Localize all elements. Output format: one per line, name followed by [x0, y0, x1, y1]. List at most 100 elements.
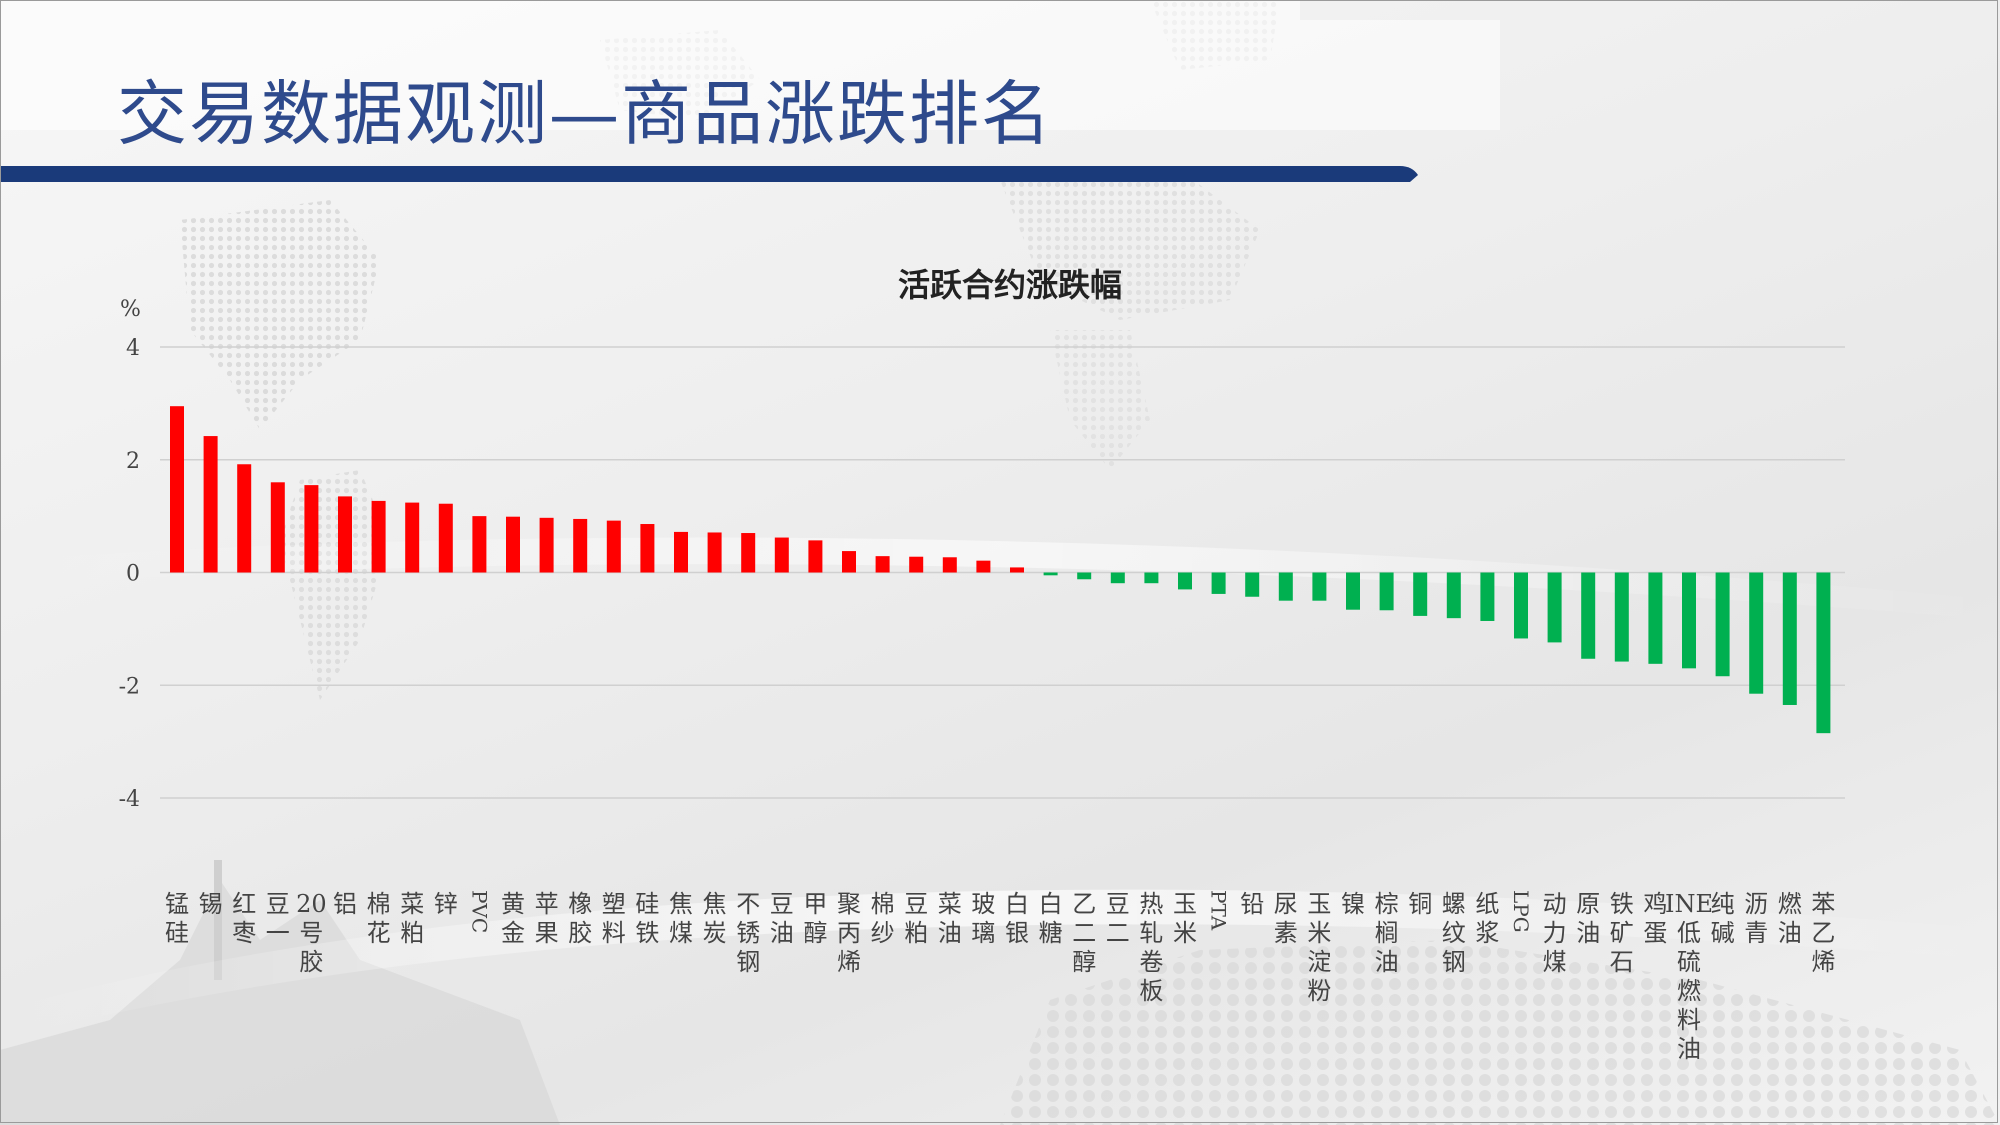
category-label-40: LPG — [1509, 890, 1533, 933]
bar-12 — [573, 518, 588, 573]
category-label-35: 镍 — [1341, 890, 1365, 918]
bar-27 — [1077, 572, 1092, 580]
category-label-6: 棉花 — [367, 890, 391, 947]
y-tick-label: -4 — [119, 787, 140, 812]
category-label-24: 玻璃 — [971, 890, 995, 947]
category-label-37: 铜 — [1408, 890, 1432, 918]
bar-17 — [741, 533, 756, 573]
category-label-10: 黄金 — [501, 890, 525, 947]
category-label-47: 沥青 — [1744, 890, 1768, 947]
bar-32 — [1245, 572, 1260, 597]
bar-29 — [1144, 572, 1159, 584]
category-label-13: 塑料 — [602, 890, 626, 947]
bar-44 — [1648, 572, 1663, 664]
bar-24 — [976, 560, 991, 573]
bar-39 — [1480, 572, 1495, 621]
bar-36 — [1379, 572, 1394, 611]
category-label-39: 纸浆 — [1475, 890, 1499, 947]
bar-2 — [237, 464, 252, 573]
bar-14 — [640, 524, 655, 573]
bar-9 — [472, 516, 487, 573]
category-label-30: 玉米 — [1173, 890, 1197, 947]
bar-35 — [1346, 572, 1360, 610]
bar-0 — [170, 406, 184, 573]
category-label-46: 纯碱 — [1711, 890, 1735, 947]
bar-48 — [1782, 572, 1797, 705]
bar-37 — [1413, 572, 1428, 616]
y-tick-label: 2 — [126, 449, 140, 474]
category-label-23: 菜油 — [938, 890, 962, 947]
category-label-44: 鸡蛋 — [1643, 890, 1667, 947]
category-label-17: 不锈钢 — [736, 890, 760, 976]
category-label-27: 乙二醇 — [1072, 890, 1096, 976]
bar-38 — [1446, 572, 1461, 619]
bar-21 — [875, 556, 890, 573]
bar-10 — [506, 516, 520, 573]
category-label-4: 20 号胶 — [296, 890, 327, 976]
category-label-18: 豆油 — [770, 890, 794, 947]
category-label-42: 原油 — [1576, 890, 1600, 947]
category-label-20: 聚丙烯 — [837, 890, 861, 976]
bar-42 — [1581, 572, 1596, 659]
category-label-48: 燃油 — [1778, 890, 1802, 947]
category-label-3: 豆一 — [266, 890, 290, 947]
bar-16 — [707, 532, 722, 573]
category-label-9: PVC — [467, 890, 491, 933]
category-label-49: 苯乙烯 — [1811, 890, 1835, 976]
category-label-34: 玉米淀粉 — [1307, 890, 1331, 1005]
category-label-45: INE 低硫燃料油 — [1665, 890, 1713, 1063]
bar-20 — [842, 551, 856, 573]
bar-28 — [1110, 572, 1125, 584]
category-label-31: PTA — [1207, 890, 1231, 931]
category-label-33: 尿素 — [1274, 890, 1298, 947]
y-tick-label: 0 — [126, 562, 140, 587]
category-label-36: 棕榈油 — [1375, 890, 1399, 976]
category-label-16: 焦炭 — [703, 890, 727, 947]
category-label-12: 橡胶 — [568, 890, 592, 947]
bar-5 — [338, 496, 352, 573]
category-label-5: 铝 — [333, 890, 357, 918]
category-label-14: 硅铁 — [635, 890, 659, 947]
category-label-32: 铅 — [1240, 890, 1264, 918]
bar-4 — [304, 485, 319, 573]
bar-18 — [774, 537, 789, 573]
bar-45 — [1682, 572, 1696, 669]
category-label-21: 棉纱 — [871, 890, 895, 947]
bar-1 — [203, 436, 218, 573]
bar-47 — [1749, 572, 1764, 694]
bar-25 — [1010, 567, 1024, 573]
category-label-38: 螺纹钢 — [1442, 890, 1466, 976]
bar-11 — [539, 517, 554, 573]
category-label-26: 白糖 — [1039, 890, 1063, 947]
bar-26 — [1043, 572, 1058, 576]
y-tick-label: -2 — [119, 674, 140, 699]
category-label-22: 豆粕 — [904, 890, 928, 947]
category-label-43: 铁矿石 — [1610, 890, 1634, 976]
bar-8 — [438, 503, 453, 573]
bar-3 — [270, 482, 285, 573]
y-tick-labels: 4 2 0 -2 -4 — [119, 336, 140, 812]
bar-46 — [1715, 572, 1730, 677]
category-label-15: 焦煤 — [669, 890, 693, 947]
bar-23 — [942, 557, 957, 573]
bars — [170, 406, 1831, 734]
bar-49 — [1816, 572, 1831, 734]
category-label-11: 苹果 — [535, 890, 559, 947]
bar-30 — [1178, 572, 1192, 590]
category-label-1: 锡 — [199, 890, 223, 918]
bar-41 — [1547, 572, 1562, 643]
bar-40 — [1514, 572, 1528, 639]
category-label-29: 热轧卷板 — [1139, 890, 1163, 1005]
category-label-41: 动力煤 — [1543, 890, 1567, 976]
y-tick-label: 4 — [126, 336, 140, 361]
slide-header: 交易数据观测—商品涨跌排名 — [0, 0, 2000, 185]
bar-19 — [808, 540, 823, 573]
category-label-2: 红枣 — [232, 890, 256, 947]
bar-7 — [405, 502, 420, 573]
y-axis-unit: % — [120, 297, 141, 322]
category-label-25: 白银 — [1005, 890, 1029, 947]
category-label-8: 锌 — [434, 890, 458, 918]
